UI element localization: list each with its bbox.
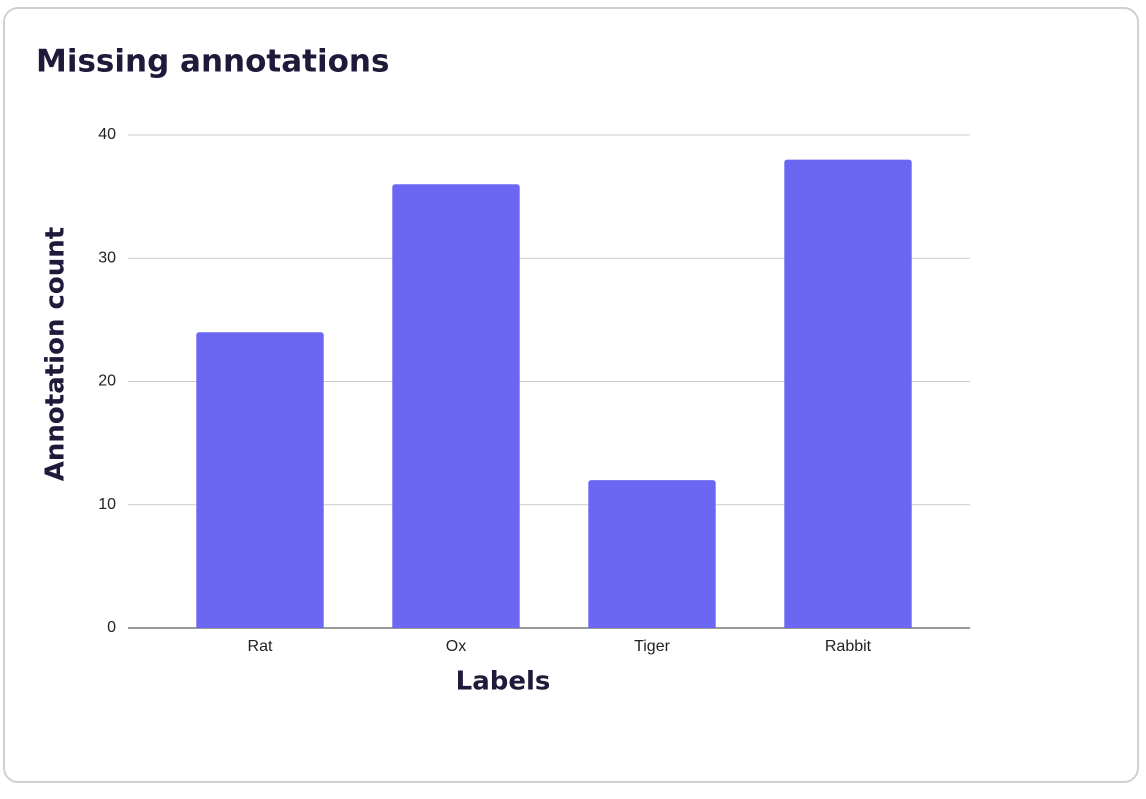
x-axis-title: Labels — [456, 667, 551, 697]
y-tick-label: 10 — [98, 496, 116, 513]
x-tick-label: Tiger — [634, 638, 671, 655]
bar — [588, 480, 716, 628]
chart-title: Missing annotations — [36, 44, 389, 80]
y-tick-label: 20 — [98, 373, 116, 390]
x-tick-label: Ox — [446, 638, 466, 655]
card — [3, 7, 1139, 783]
y-tick-label: 0 — [107, 619, 116, 636]
bar — [784, 159, 912, 628]
bar — [196, 332, 324, 628]
x-tick-label: Rat — [248, 638, 273, 655]
y-tick-label: 30 — [98, 249, 116, 266]
y-axis-title: Annotation count — [41, 227, 71, 481]
y-tick-label: 40 — [98, 126, 116, 143]
bar — [392, 184, 520, 629]
x-tick-label: Rabbit — [825, 638, 872, 655]
